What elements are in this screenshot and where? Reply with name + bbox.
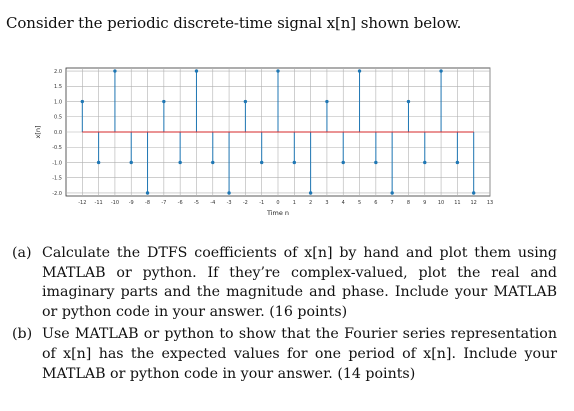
stem-marker bbox=[390, 191, 394, 195]
x-tick-label: 7 bbox=[391, 200, 394, 206]
x-tick-label: 5 bbox=[358, 200, 361, 206]
y-axis-label: x[n] bbox=[34, 125, 42, 138]
stem-marker bbox=[211, 160, 215, 165]
x-tick-label: -8 bbox=[145, 200, 150, 206]
x-tick-label: 10 bbox=[438, 200, 444, 206]
stem-marker bbox=[276, 69, 280, 73]
x-tick-label: -7 bbox=[161, 200, 166, 206]
signal-stem-plot: -12 -11 -10 -9 -8 -7 -6 -5 -4 -3 -2 -1 0 1 2 3 4 5 6 7 8 9 10 1… bbox=[28, 58, 498, 228]
y-tick-label: 2.0 bbox=[54, 69, 62, 75]
stem-marker bbox=[374, 160, 378, 165]
y-tick-label: 1.5 bbox=[54, 84, 62, 90]
stem-marker bbox=[406, 99, 411, 104]
x-tick-label: -5 bbox=[194, 200, 199, 206]
x-tick-label: -3 bbox=[227, 200, 232, 206]
stem-marker bbox=[129, 160, 133, 165]
problem-intro: Consider the periodic discrete-time sign… bbox=[6, 13, 461, 33]
x-axis-label: Time n bbox=[266, 209, 289, 217]
x-tick-label: 9 bbox=[423, 200, 426, 206]
part-a: (a) Calculate the DTFS coefficients of x… bbox=[12, 244, 557, 322]
stem-chart-svg: -12 -11 -10 -9 -8 -7 -6 -5 -4 -3 -2 -1 0 1 2 3 4 5 6 7 8 9 10 1… bbox=[34, 67, 493, 217]
x-tick-label: -6 bbox=[178, 200, 183, 206]
x-tick-label: -10 bbox=[111, 200, 119, 206]
stem-marker bbox=[357, 69, 362, 73]
stem-marker bbox=[194, 69, 199, 73]
stem-marker bbox=[423, 160, 427, 165]
y-tick-label: -1.0 bbox=[52, 160, 62, 166]
x-tick-label: 11 bbox=[454, 200, 460, 206]
part-b-label: (b) bbox=[12, 326, 33, 343]
question-parts: (a) Calculate the DTFS coefficients of x… bbox=[12, 244, 557, 387]
stem-marker bbox=[292, 160, 297, 165]
x-tick-label: -4 bbox=[210, 200, 215, 206]
stem-marker bbox=[455, 160, 460, 165]
x-tick-label: -12 bbox=[78, 200, 86, 206]
x-tick-label: -11 bbox=[95, 200, 103, 206]
stem-marker bbox=[243, 99, 248, 104]
stem-marker bbox=[227, 191, 231, 195]
x-tick-label: 8 bbox=[407, 200, 410, 206]
x-tick-label: 12 bbox=[471, 200, 477, 206]
x-tick-label: 2 bbox=[309, 200, 312, 206]
x-tick-label: -2 bbox=[243, 200, 248, 206]
x-tick-label: 0 bbox=[276, 200, 279, 206]
x-tick-label: 6 bbox=[374, 200, 377, 206]
part-a-label: (a) bbox=[12, 245, 32, 261]
stem-marker bbox=[178, 160, 182, 165]
x-tick-label: 1 bbox=[293, 200, 296, 206]
stem-marker bbox=[325, 99, 329, 104]
x-tick-label: -1 bbox=[259, 200, 264, 206]
stem-marker bbox=[308, 191, 313, 195]
y-tick-label: -0.5 bbox=[52, 145, 62, 151]
x-tick-label: 3 bbox=[325, 200, 328, 206]
x-tick-label: -9 bbox=[129, 200, 134, 206]
stem-marker bbox=[80, 99, 85, 104]
stem-marker bbox=[259, 160, 264, 165]
y-tick-label: -1.5 bbox=[52, 176, 62, 182]
x-tick-label: 13 bbox=[487, 200, 493, 206]
stem-marker bbox=[341, 160, 345, 165]
intro-text: Consider the periodic discrete-time sign… bbox=[6, 14, 462, 32]
y-tick-label: 0.0 bbox=[54, 130, 62, 136]
y-tick-label: 1.0 bbox=[54, 99, 62, 105]
stem-marker bbox=[145, 191, 150, 195]
stem-marker bbox=[439, 69, 443, 73]
part-a-text: Calculate the DTFS coefficients of x[n] … bbox=[42, 245, 557, 320]
stem-marker bbox=[162, 99, 166, 104]
part-b-text: Use MATLAB or python to show that the Fo… bbox=[42, 326, 557, 382]
stem-marker bbox=[471, 191, 476, 195]
y-tick-label: 0.5 bbox=[54, 115, 62, 121]
stem-marker bbox=[113, 69, 117, 73]
part-b: (b) Use MATLAB or python to show that th… bbox=[12, 325, 557, 384]
y-tick-label: -2.0 bbox=[52, 191, 62, 197]
x-tick-label: 4 bbox=[342, 200, 345, 206]
stem-marker bbox=[96, 160, 101, 165]
